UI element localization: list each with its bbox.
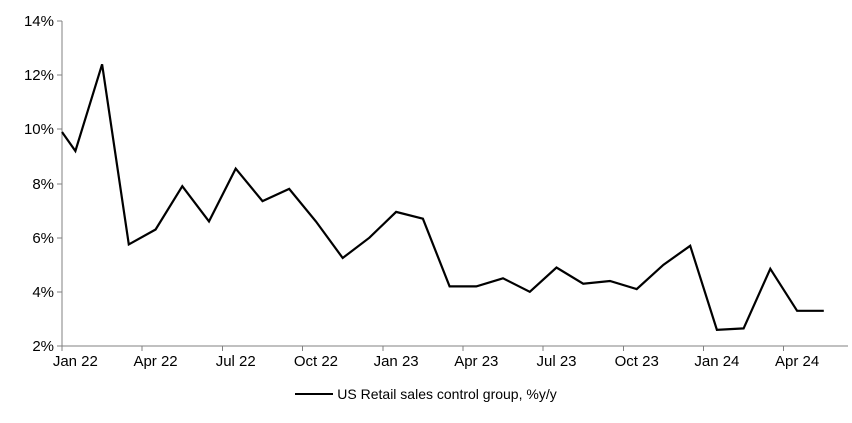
- data-line-retail-control-group: [61, 63, 824, 331]
- x-tick-label: Oct 22: [294, 353, 338, 370]
- x-tick-label: Oct 23: [615, 353, 659, 370]
- x-tick-label: Jul 22: [216, 353, 256, 370]
- y-tick-label: 4%: [32, 284, 54, 301]
- x-tick-label: Jul 23: [536, 353, 576, 370]
- x-tick-label: Apr 23: [454, 353, 498, 370]
- plot-area: 2% 4% 6% 8% 10% 12% 14% Jan 22 Apr 22 Jul 22 Oct 2…: [24, 13, 848, 370]
- x-tick-label: Apr 22: [133, 353, 177, 370]
- y-tick-label: 14%: [24, 13, 54, 30]
- y-tick-label: 8%: [32, 176, 54, 193]
- x-tick-label: Apr 24: [775, 353, 819, 370]
- x-tick-label: Jan 22: [53, 353, 98, 370]
- y-tick-label: 2%: [32, 338, 54, 355]
- x-tick-label: Jan 23: [374, 353, 419, 370]
- legend-label: US Retail sales control group, %y/y: [337, 386, 557, 402]
- y-tick-label: 10%: [24, 121, 54, 138]
- y-tick-label: 6%: [32, 230, 54, 247]
- y-tick-label: 12%: [24, 67, 54, 84]
- legend: US Retail sales control group, %y/y: [0, 386, 852, 402]
- x-tick-label: Jan 24: [694, 353, 739, 370]
- legend-line-sample: [295, 393, 334, 395]
